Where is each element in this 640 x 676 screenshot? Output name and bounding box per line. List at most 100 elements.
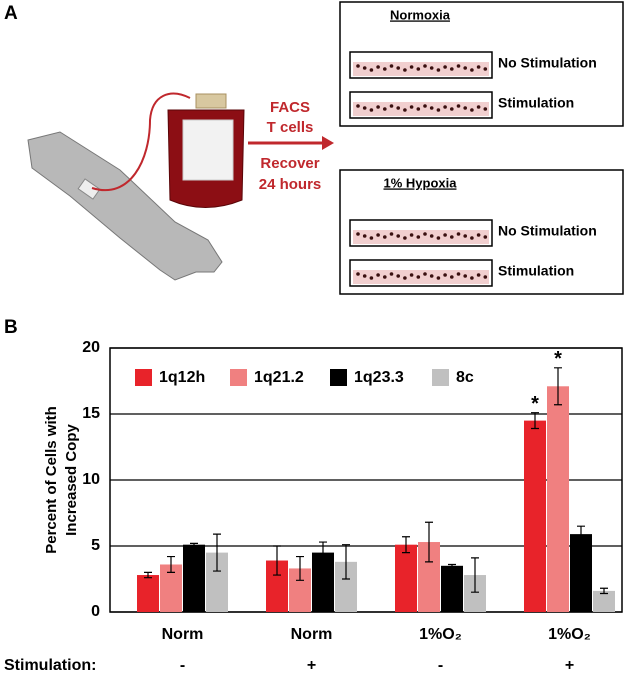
cell-dot [450, 107, 454, 111]
dish-medium [353, 102, 489, 116]
bar [593, 590, 615, 612]
cell-dot [450, 235, 454, 239]
cell-dot [429, 106, 434, 110]
cell-dot [416, 107, 421, 111]
row-value: - [180, 657, 185, 674]
cell-dot [443, 65, 447, 69]
cell-dot [456, 272, 461, 276]
y-tick-label: 15 [82, 405, 100, 422]
cell-dot [483, 67, 488, 71]
cell-dot [403, 276, 407, 280]
x-tick-label: Norm [291, 626, 333, 643]
cell-dot [356, 232, 360, 236]
cell-dot [476, 273, 481, 277]
x-tick-label: 1%O₂ [548, 626, 591, 643]
x-tick-label: 1%O₂ [419, 626, 462, 643]
cell-dot [416, 275, 421, 279]
cell-dot [456, 64, 461, 68]
cell-dot [423, 272, 427, 276]
cell-dot [436, 276, 441, 280]
cell-dot [383, 275, 387, 279]
bar [312, 552, 334, 612]
panel-label: B [4, 317, 18, 338]
legend-swatch [432, 369, 449, 386]
cell-dot [436, 236, 441, 240]
legend-label: 8c [456, 369, 474, 386]
row-label: Stimulation: [4, 657, 96, 674]
cell-dot [376, 273, 380, 277]
error-bar [319, 541, 327, 564]
cell-dot [483, 275, 488, 279]
cell-dot [463, 66, 468, 70]
cell-dot [463, 234, 468, 238]
cell-dot [409, 233, 414, 237]
error-bar [448, 563, 456, 568]
dish-label: Stimulation [498, 263, 574, 279]
cell-dot [443, 273, 447, 277]
bar [289, 568, 311, 612]
cell-dot [356, 64, 360, 68]
error-bar [531, 412, 539, 430]
arrow-head [322, 136, 334, 150]
bar [441, 565, 463, 612]
cell-dot [376, 105, 380, 109]
panel-label: A [4, 3, 18, 24]
cell-dot [443, 105, 447, 109]
cell-dot [476, 65, 481, 69]
cell-dot [362, 274, 367, 278]
cell-dot [429, 274, 434, 278]
bar [160, 564, 182, 612]
dish-label: No Stimulation [498, 223, 597, 239]
cell-dot [376, 65, 380, 69]
cell-dot [456, 104, 461, 108]
legend-swatch [135, 369, 152, 386]
error-bar [213, 533, 221, 572]
dish-label: No Stimulation [498, 55, 597, 71]
cell-dot [429, 66, 434, 70]
arrow-text: Recover [260, 155, 319, 172]
cell-dot [470, 68, 474, 72]
cell-dot [470, 276, 474, 280]
error-bar [144, 571, 152, 579]
cell-dot [383, 107, 387, 111]
cell-dot [356, 272, 360, 276]
legend-label: 1q21.2 [254, 369, 304, 386]
cell-dot [476, 105, 481, 109]
cell-dot [483, 235, 488, 239]
bar [137, 575, 159, 612]
cell-dot [436, 108, 441, 112]
significance: * [531, 393, 539, 415]
cell-dot [396, 274, 401, 278]
y-tick-label: 5 [91, 537, 100, 554]
cell-dot [396, 106, 401, 110]
cell-dot [356, 104, 360, 108]
arrow-text: FACS [270, 99, 310, 116]
cell-dot [369, 108, 374, 112]
error-bar [190, 542, 198, 547]
cell-dot [362, 66, 367, 70]
cell-dot [403, 108, 407, 112]
cell-dot [436, 68, 441, 72]
bar [570, 534, 592, 612]
error-bar [167, 555, 175, 573]
cell-dot [450, 275, 454, 279]
cell-dot [416, 235, 421, 239]
cell-dot [362, 106, 367, 110]
error-bar [402, 536, 410, 554]
error-bar [554, 367, 562, 406]
cell-dot [409, 273, 414, 277]
condition-title: 1% Hypoxia [384, 175, 458, 190]
row-value: + [307, 657, 316, 674]
y-tick-label: 10 [82, 471, 100, 488]
bar [418, 542, 440, 612]
cell-dot [443, 233, 447, 237]
bar [335, 561, 357, 612]
cell-dot [423, 104, 427, 108]
dish-medium [353, 230, 489, 244]
cell-dot [389, 104, 394, 108]
bar [206, 552, 228, 612]
cell-dot [383, 67, 387, 71]
cell-dot [470, 108, 474, 112]
cell-dot [369, 276, 374, 280]
arrow-text: T cells [267, 119, 314, 136]
